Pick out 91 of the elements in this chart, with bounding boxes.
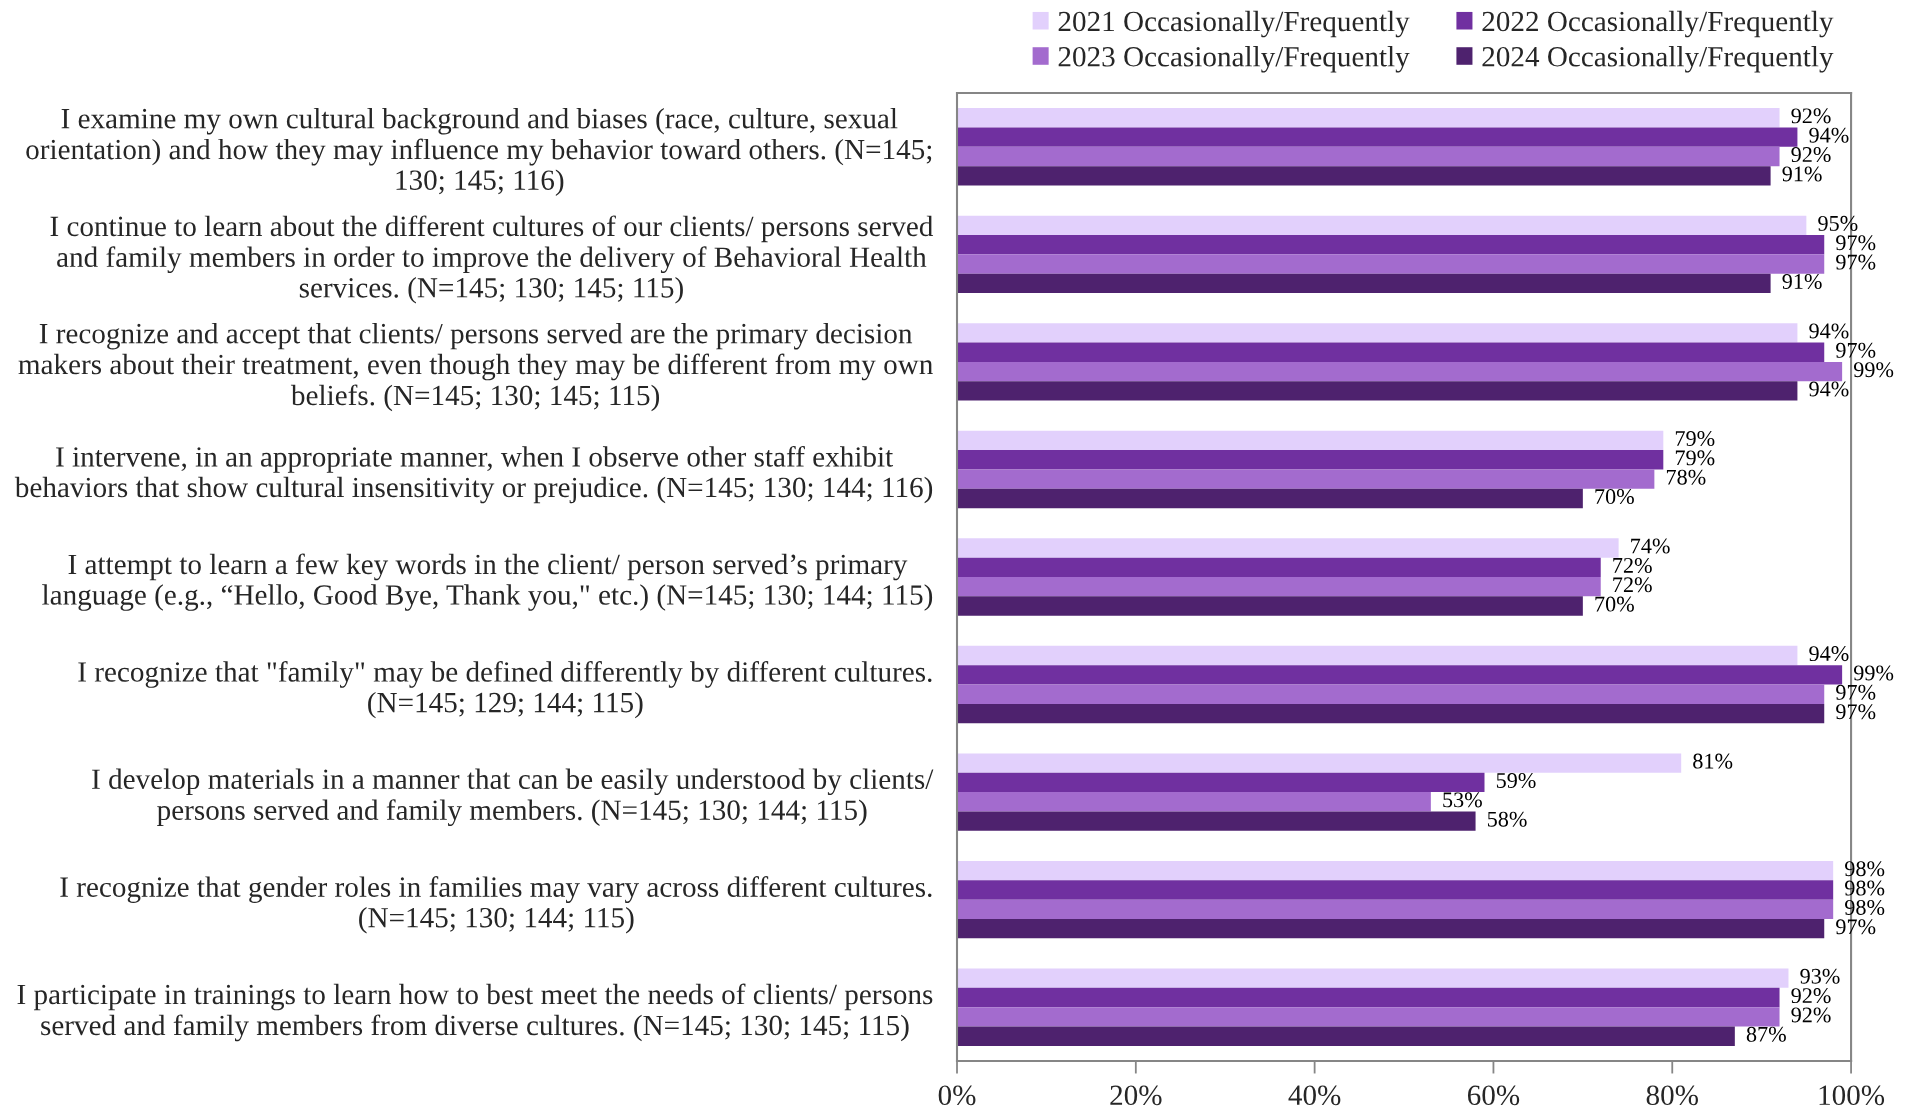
- bar: [957, 703, 1825, 724]
- data-label: 87%: [1746, 1026, 1786, 1042]
- y-tick-label: I develop materials in a manner that can be easily understood by clients/ persons served and family members. (N=145; 130; 144; 115): [92, 768, 934, 827]
- data-label: 70%: [1595, 596, 1634, 612]
- bar: [957, 469, 1655, 489]
- data-label: 91%: [1782, 273, 1822, 290]
- bar: [957, 361, 1843, 382]
- data-label: 98%: [1845, 861, 1885, 877]
- bar: [957, 811, 1476, 831]
- data-label: 97%: [1836, 684, 1876, 700]
- data-label: 98%: [1845, 899, 1885, 915]
- bar: [957, 557, 1601, 577]
- data-label: 99%: [1853, 362, 1894, 378]
- data-label: 79%: [1675, 430, 1715, 447]
- bar: [957, 596, 1583, 616]
- data-label: 72%: [1613, 557, 1652, 573]
- data-label: 59%: [1496, 772, 1536, 789]
- bar: [957, 577, 1601, 597]
- bar: [957, 987, 1780, 1008]
- data-label: 97%: [1836, 919, 1876, 935]
- bar: [957, 323, 1798, 343]
- bar: [957, 450, 1664, 470]
- x-tick-label: 60%: [1467, 1085, 1520, 1106]
- data-label: 79%: [1675, 450, 1715, 466]
- y-tick-label: I recognize that gender roles in families may vary across different cultures. (N=145; 130; 144; 115): [60, 876, 932, 934]
- data-label: 99%: [1853, 665, 1894, 681]
- y-tick-label: I intervene, in an appropriate manner, when I observe other staff exhibit behaviors that show cultural insensitivity or prejudice. (N=145; 130; 144; 116): [14, 445, 933, 504]
- data-label: 92%: [1791, 988, 1831, 1004]
- y-tick-label: I recognize that "family" may be defined differently by different cultures. (N=145; 129; 144; 115): [78, 661, 932, 719]
- y-tick-label: I examine my own cultural background and biases (race, culture, sexual orientation) and how they may influence my behavior toward others. (N=145; 130; 145; 116): [26, 107, 932, 196]
- bar: [957, 919, 1825, 939]
- data-label: 74%: [1631, 538, 1670, 554]
- data-label: 58%: [1487, 811, 1527, 827]
- data-label: 92%: [1791, 1007, 1831, 1023]
- data-label: 94%: [1809, 381, 1849, 397]
- bar: [957, 430, 1664, 451]
- x-tick-label: 100%: [1819, 1085, 1885, 1106]
- data-label: 94%: [1809, 646, 1849, 662]
- data-label: 91%: [1782, 166, 1822, 182]
- data-label: 95%: [1818, 215, 1858, 231]
- bar: [957, 665, 1843, 685]
- x-tick-label: 40%: [1288, 1085, 1341, 1106]
- data-label: 98%: [1845, 880, 1885, 896]
- y-tick-label: I attempt to learn a few key words in the client/ person served’s primary language (e.g., “Hello, Good Bye, Thank you," etc.) (N=145; 130; 144; 115): [42, 553, 933, 611]
- bar: [957, 488, 1583, 509]
- bar: [957, 860, 1834, 881]
- bar: [957, 792, 1431, 812]
- y-tick-label: I participate in trainings to learn how to best meet the needs of clients/ persons served and family members from diverse cultures. (N=145; 130; 145; 115): [17, 983, 933, 1042]
- y-tick-label: I continue to learn about the different cultures of our clients/ persons served and family members in order to improve the delivery of Behavioral Health services. (N=145; 130; 145; 115): [50, 215, 934, 304]
- bar: [957, 645, 1798, 666]
- bar: [957, 880, 1834, 900]
- bar: [957, 1026, 1735, 1046]
- bar: [957, 108, 1780, 128]
- y-tick-label: I recognize and accept that clients/ persons served are the primary decision makers about their treatment, even though they may be different from my own beliefs. (N=145; 130; 145; 115): [18, 322, 933, 412]
- data-label: 93%: [1800, 968, 1840, 984]
- data-label: 92%: [1791, 108, 1831, 124]
- bar: [957, 772, 1485, 793]
- data-label: 97%: [1836, 235, 1876, 251]
- bar: [957, 215, 1807, 235]
- x-tick-label: 0%: [938, 1085, 976, 1106]
- bar: [957, 538, 1619, 558]
- data-label: 72%: [1613, 577, 1652, 593]
- bar: [957, 1007, 1780, 1027]
- x-tick-label: 20%: [1110, 1085, 1162, 1106]
- data-label: 81%: [1693, 753, 1733, 769]
- data-label: 70%: [1595, 489, 1634, 505]
- bar: [957, 127, 1798, 147]
- data-label: 78%: [1666, 469, 1706, 485]
- bar: [957, 273, 1771, 294]
- bar: [957, 753, 1682, 773]
- x-tick-label: 80%: [1646, 1085, 1698, 1106]
- bar: [957, 342, 1825, 362]
- data-label: 94%: [1809, 127, 1849, 143]
- bar: [957, 234, 1825, 255]
- data-label: 97%: [1836, 254, 1876, 270]
- bar: [957, 899, 1834, 920]
- legend-label: 2022 Occasionally/Frequently: [1482, 10, 1834, 38]
- data-label: 53%: [1443, 792, 1482, 808]
- legend-label: 2023 Occasionally/Frequently: [1058, 46, 1410, 73]
- data-label: 97%: [1836, 342, 1876, 358]
- data-label: 92%: [1791, 147, 1831, 163]
- legend-label: 2021 Occasionally/Frequently: [1058, 10, 1410, 38]
- bar: [957, 146, 1780, 167]
- bar: [957, 968, 1789, 988]
- bar: [957, 254, 1825, 274]
- data-label: 97%: [1836, 704, 1876, 720]
- legend-label: 2024 Occasionally/Frequently: [1482, 46, 1834, 73]
- bar: [957, 381, 1798, 401]
- bar: [957, 166, 1771, 186]
- bar: [957, 684, 1825, 704]
- data-label: 94%: [1809, 323, 1849, 339]
